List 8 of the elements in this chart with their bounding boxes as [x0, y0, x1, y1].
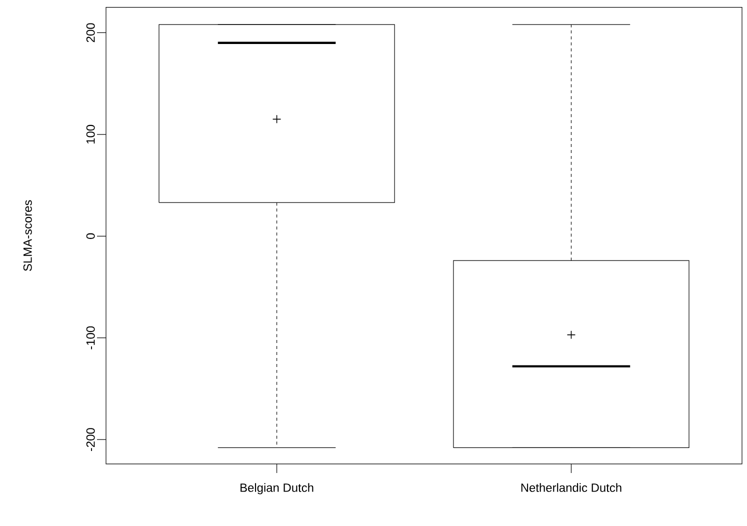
y-tick-label: -100	[86, 326, 95, 350]
x-tick-label: Netherlandic Dutch	[521, 483, 622, 492]
y-tick-label: 100	[86, 124, 95, 144]
y-tick-label: 200	[86, 23, 95, 42]
y-axis-title: SLMA-scores	[23, 200, 32, 271]
x-tick-label: Belgian Dutch	[240, 483, 314, 494]
y-tick-label: 0	[86, 233, 95, 239]
y-tick-label: -200	[86, 428, 95, 452]
